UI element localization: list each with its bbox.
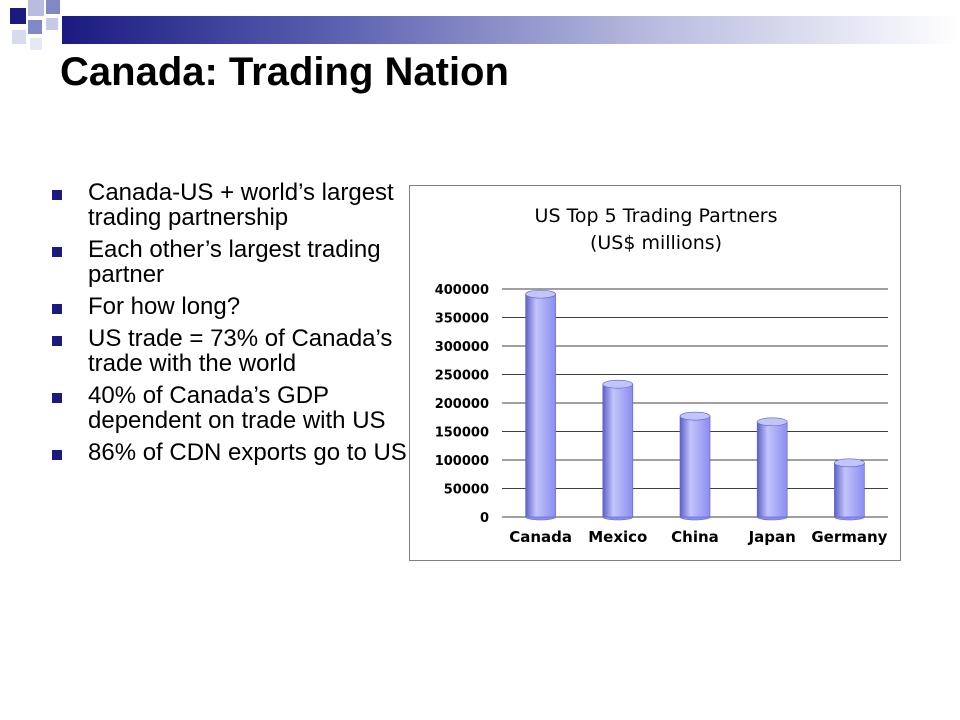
chart-title: US Top 5 Trading Partners xyxy=(535,205,778,227)
x-tick-label: Canada xyxy=(509,528,572,546)
chart-subtitle: (US$ millions) xyxy=(590,232,722,254)
y-tick-label: 50000 xyxy=(444,483,489,498)
header-square-decoration xyxy=(12,30,26,44)
square-bullet-icon xyxy=(52,247,62,257)
bullet-text: 40% of Canada’s GDP dependent on trade w… xyxy=(88,382,386,434)
y-tick-label: 150000 xyxy=(435,426,489,441)
bar-canada xyxy=(525,289,556,521)
header-square-decoration xyxy=(46,0,60,14)
bullet-item: US trade = 73% of Canada’s trade with th… xyxy=(48,326,408,376)
header-square-decoration xyxy=(30,38,42,50)
bullet-item: For how long? xyxy=(48,294,408,319)
header-square-decoration xyxy=(28,20,42,34)
square-bullet-icon xyxy=(52,336,62,346)
y-tick-label: 350000 xyxy=(435,312,489,327)
header-gradient-band xyxy=(62,16,960,44)
bullet-text: For how long? xyxy=(88,293,241,320)
x-tick-label: Germany xyxy=(811,528,887,546)
bar-germany xyxy=(834,458,865,521)
bullet-text: US trade = 73% of Canada’s trade with th… xyxy=(88,325,393,377)
bullet-text: 86% of CDN exports go to US xyxy=(88,439,407,466)
gridlines xyxy=(502,288,888,518)
y-tick-label: 100000 xyxy=(435,454,489,469)
bullet-item: 40% of Canada’s GDP dependent on trade w… xyxy=(48,383,408,433)
y-axis-ticks: 0 50000 100000 150000 200000 250000 300000 3500… xyxy=(435,283,489,526)
square-bullet-icon xyxy=(52,304,62,314)
bar-chart: US Top 5 Trading Partners (US$ millions)… xyxy=(435,205,888,546)
square-bullet-icon xyxy=(52,393,62,403)
bar-japan xyxy=(756,417,788,521)
y-tick-label: 250000 xyxy=(435,369,489,384)
bar-china xyxy=(679,411,711,521)
y-tick-label: 300000 xyxy=(435,340,489,355)
bullet-item: Canada-US + world’s largest trading part… xyxy=(48,180,408,230)
header-square-decoration xyxy=(46,18,58,30)
bar-chart-frame: US Top 5 Trading Partners (US$ millions)… xyxy=(409,185,901,561)
bullet-list: Canada-US + world’s largest trading part… xyxy=(48,180,408,472)
x-tick-label: Japan xyxy=(748,528,796,546)
bullet-item: 86% of CDN exports go to US xyxy=(48,440,408,465)
bar-mexico xyxy=(602,379,634,521)
y-tick-label: 400000 xyxy=(435,283,489,298)
page-title: Canada: Trading Nation xyxy=(60,50,509,94)
y-tick-label: 200000 xyxy=(435,397,489,412)
bullet-text: Each other’s largest trading partner xyxy=(88,236,381,288)
square-bullet-icon xyxy=(52,450,62,460)
x-tick-label: China xyxy=(671,528,719,546)
bullet-item: Each other’s largest trading partner xyxy=(48,237,408,287)
header-square-decoration xyxy=(10,8,26,24)
header-square-decoration xyxy=(28,0,44,16)
bars xyxy=(525,289,865,521)
bullet-text: Canada-US + world’s largest trading part… xyxy=(88,179,394,231)
y-tick-label: 0 xyxy=(480,511,489,526)
square-bullet-icon xyxy=(52,190,62,200)
x-axis-labels: Canada Mexico China Japan Germany xyxy=(509,528,887,546)
x-tick-label: Mexico xyxy=(588,528,647,546)
